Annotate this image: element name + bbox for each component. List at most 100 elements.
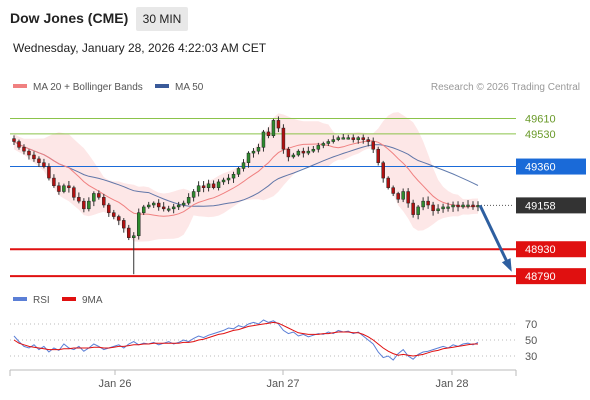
candle: [201, 181, 206, 193]
candle: [391, 185, 395, 197]
chart-header: Dow Jones (CME) 30 MIN: [0, 0, 590, 34]
candle: [42, 158, 46, 169]
candle: [191, 189, 196, 202]
candle: [246, 151, 251, 168]
candle: [137, 208, 141, 240]
candle: [411, 199, 415, 218]
candle: [112, 209, 116, 220]
candle: [186, 193, 191, 206]
candle: [321, 141, 326, 149]
candle: [92, 191, 96, 207]
candle: [161, 202, 166, 212]
candle: [421, 197, 425, 211]
candle: [281, 124, 286, 154]
candle: [436, 204, 440, 214]
ma20-legend-swatch: [13, 84, 27, 88]
candle: [37, 156, 41, 167]
candle: [431, 201, 435, 216]
rsi-tick-70: 70: [525, 319, 537, 331]
candle: [22, 144, 26, 155]
rsi-panel: 70 50 30: [10, 319, 537, 363]
candle: [12, 135, 16, 146]
rsi-tick-50: 50: [525, 335, 537, 347]
candle: [446, 202, 450, 212]
rsi-legend-swatch: [13, 297, 27, 301]
candle: [156, 199, 161, 211]
candle: [276, 116, 281, 133]
candle: [132, 232, 136, 275]
candle: [82, 198, 86, 213]
candle: [406, 188, 410, 208]
candle: [52, 174, 56, 188]
candle: [47, 163, 51, 181]
ma20-line: [13, 140, 479, 217]
candle: [72, 185, 76, 201]
candle: [141, 204, 146, 216]
candle: [311, 145, 316, 153]
candle: [376, 146, 380, 166]
candle: [346, 134, 351, 140]
candle: [301, 147, 306, 158]
x-tick-label: Jan 28: [435, 378, 468, 390]
moving-averages: [13, 140, 479, 217]
projection-arrow: [478, 204, 512, 272]
level-label-49530: 49530: [525, 129, 556, 141]
level-label-49360: 49360: [525, 162, 556, 174]
candle: [206, 179, 211, 192]
candle: [231, 171, 236, 183]
candle: [466, 200, 470, 209]
x-axis-ticks: Jan 26 Jan 27 Jan 28: [98, 370, 469, 390]
candle: [266, 127, 271, 139]
candle: [256, 143, 261, 155]
candle: [426, 196, 430, 209]
candle: [107, 202, 111, 217]
ma50-line: [13, 141, 479, 207]
bollinger-band: [14, 112, 478, 242]
candle: [166, 205, 171, 213]
candle: [296, 149, 301, 157]
candle: [216, 179, 221, 191]
candle: [371, 137, 375, 153]
level-labels: 49610 49530 49360 49158 48930 48790: [516, 113, 586, 285]
rsi-tick-30: 30: [525, 351, 537, 363]
ma50-legend-label: MA 50: [175, 82, 204, 93]
rsi-ma-legend-swatch: [62, 297, 76, 301]
candle: [251, 148, 256, 158]
candle: [67, 180, 71, 193]
candle: [196, 181, 201, 197]
candle: [401, 188, 405, 203]
rsi-legend-label: RSI: [33, 295, 50, 306]
candle: [451, 201, 455, 212]
x-tick-label: Jan 27: [266, 378, 299, 390]
level-badge-48930: [516, 241, 586, 258]
candle: [57, 182, 61, 195]
ma20-legend-label: MA 20 + Bollinger Bands: [33, 82, 143, 93]
credit-text: Research © 2026 Trading Central: [431, 82, 580, 93]
candle: [97, 190, 101, 200]
candle: [271, 118, 276, 138]
x-tick-label: Jan 26: [98, 378, 131, 390]
candle: [396, 191, 400, 203]
level-label-48790: 48790: [525, 271, 556, 283]
candle: [62, 183, 66, 194]
candle: [456, 201, 460, 212]
candle: [181, 200, 186, 208]
candle: [441, 203, 445, 213]
candle: [341, 133, 346, 140]
candle: [226, 174, 231, 185]
timeframe-badge[interactable]: 30 MIN: [136, 7, 188, 31]
candle: [351, 134, 355, 143]
level-label-49610: 49610: [525, 113, 556, 125]
candle: [306, 146, 311, 156]
candle: [471, 201, 475, 210]
candle: [331, 135, 336, 144]
candle: [122, 218, 126, 233]
rsi-line: [13, 319, 479, 361]
projection-arrow-head: [501, 258, 512, 272]
candle: [151, 201, 156, 208]
level-badge-49360: [516, 158, 586, 175]
candle: [381, 160, 385, 183]
level-badge-48790: [516, 268, 586, 285]
level-lines: [10, 117, 516, 278]
